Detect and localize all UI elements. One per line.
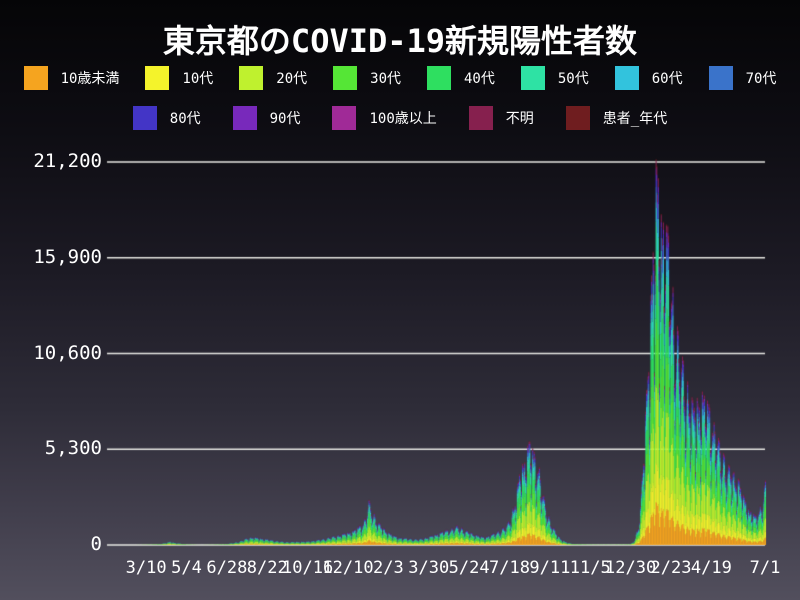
legend-label: 80代 xyxy=(169,111,201,127)
legend-label: 患者_年代 xyxy=(602,111,668,127)
legend-item: 60代 xyxy=(614,66,683,90)
x-tick-label: 3/10 xyxy=(125,558,167,578)
y-tick-label: 0 xyxy=(90,533,102,555)
legend-item: 10歳未満 xyxy=(23,66,120,90)
x-tick-label: 8/22 xyxy=(246,558,288,578)
x-tick-label: 4/19 xyxy=(690,558,732,578)
legend-item: 50代 xyxy=(520,66,589,90)
x-tick-label: 6/28 xyxy=(206,558,248,578)
legend-label: 50代 xyxy=(557,71,589,87)
legend-swatch xyxy=(708,66,733,90)
legend-item: 90代 xyxy=(232,106,301,130)
x-tick-label: 2/23 xyxy=(650,558,692,578)
legend-label: 10歳未満 xyxy=(60,71,120,87)
legend-swatch xyxy=(332,106,357,130)
legend-item: 40代 xyxy=(427,66,495,90)
legend-row-1: 10歳未満 10代 20代 30代 40代 50代 60代 70代 xyxy=(0,64,800,92)
legend-swatch xyxy=(145,66,170,90)
legend-item: 10代 xyxy=(145,66,213,90)
x-tick-label: 7/1 xyxy=(749,558,781,578)
legend-item: 100歳以上 xyxy=(332,106,437,130)
legend-item: 80代 xyxy=(132,106,201,130)
legend-label: 10代 xyxy=(182,71,214,87)
legend-swatch xyxy=(23,66,48,90)
y-tick-label: 15,900 xyxy=(33,245,102,268)
legend-label: 70代 xyxy=(745,71,777,87)
legend-item: 30代 xyxy=(333,66,401,90)
legend-item: 70代 xyxy=(708,66,777,90)
legend-label: 60代 xyxy=(651,71,683,87)
legend-label: 100歳以上 xyxy=(369,111,437,127)
x-tick-label: 5/24 xyxy=(448,558,490,578)
x-tick-label: 10/16 xyxy=(282,558,334,578)
page-title: 東京都のCOVID-19新規陽性者数 xyxy=(162,22,638,60)
legend-swatch xyxy=(520,66,545,90)
legend-label: 不明 xyxy=(505,111,534,127)
x-tick-label: 2/3 xyxy=(373,558,404,578)
x-tick-label: 7/18 xyxy=(489,558,530,578)
legend-swatch xyxy=(132,106,157,130)
legend-swatch xyxy=(333,66,358,90)
legend-swatch xyxy=(239,66,264,90)
x-tick-label: 12/10 xyxy=(322,558,374,578)
legend-swatch xyxy=(232,106,257,130)
y-tick-label: 10,600 xyxy=(33,341,102,364)
legend-item: 不明 xyxy=(468,106,534,130)
legend-swatch xyxy=(565,106,590,130)
y-tick-label: 21,200 xyxy=(33,150,102,172)
legend-label: 40代 xyxy=(464,71,495,87)
legend-swatch xyxy=(468,106,493,130)
legend-row-2: 80代 90代 100歳以上 不明 患者_年代 xyxy=(0,104,800,132)
x-tick-label: 12/30 xyxy=(605,558,657,578)
legend-swatch xyxy=(427,66,451,90)
legend-label: 90代 xyxy=(269,111,301,127)
legend-item: 20代 xyxy=(239,66,307,90)
x-tick-label: 3/30 xyxy=(408,558,450,578)
y-tick-label: 5,300 xyxy=(44,437,102,460)
x-tick-label: 11/5 xyxy=(569,558,611,578)
legend-item: 患者_年代 xyxy=(565,106,668,130)
legend-label: 30代 xyxy=(370,71,401,87)
x-tick-label: 5/4 xyxy=(171,558,202,578)
legend-swatch xyxy=(614,66,639,90)
x-tick-label: 9/11 xyxy=(529,558,571,578)
legend-label: 20代 xyxy=(276,71,308,87)
